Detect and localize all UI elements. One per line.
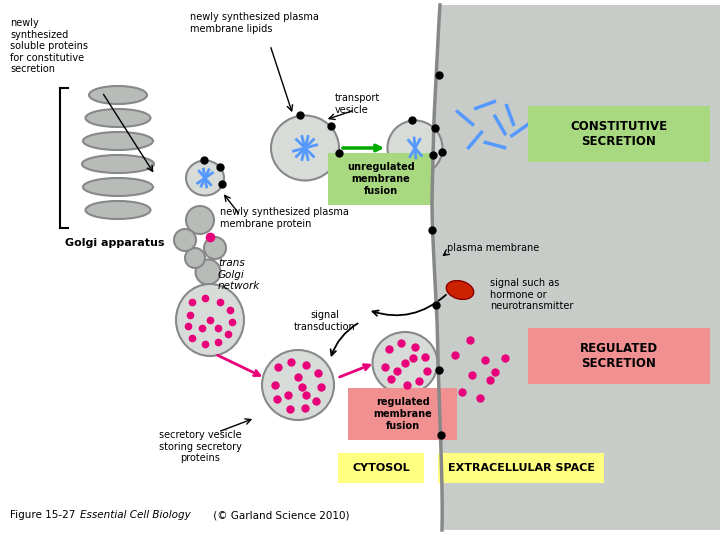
Ellipse shape [271,116,339,180]
Ellipse shape [185,248,205,268]
Text: (© Garland Science 2010): (© Garland Science 2010) [210,510,349,520]
Ellipse shape [186,160,224,195]
Ellipse shape [262,350,334,420]
FancyBboxPatch shape [338,453,424,483]
Ellipse shape [82,155,154,173]
Text: newly synthesized plasma
membrane lipids: newly synthesized plasma membrane lipids [190,12,319,33]
Ellipse shape [196,260,220,285]
Text: CYTOSOL: CYTOSOL [352,463,410,473]
Ellipse shape [83,178,153,196]
Text: signal such as
hormone or
neurotransmitter: signal such as hormone or neurotransmitt… [490,278,573,311]
Text: EXTRACELLULAR SPACE: EXTRACELLULAR SPACE [448,463,595,473]
FancyBboxPatch shape [528,328,710,384]
Text: transport
vesicle: transport vesicle [335,93,380,114]
Text: signal
transduction: signal transduction [294,310,356,332]
Text: unregulated
membrane
fusion: unregulated membrane fusion [347,163,415,195]
Text: Essential Cell Biology: Essential Cell Biology [80,510,191,520]
Ellipse shape [387,120,443,176]
Ellipse shape [372,332,438,394]
Ellipse shape [186,206,214,234]
Ellipse shape [446,281,474,299]
Text: CONSTITUTIVE
SECRETION: CONSTITUTIVE SECRETION [570,120,667,148]
Polygon shape [432,5,720,530]
Text: Golgi apparatus: Golgi apparatus [66,238,165,248]
Text: REGULATED
SECRETION: REGULATED SECRETION [580,342,658,370]
Text: trans
Golgi
network: trans Golgi network [218,258,260,291]
Text: Figure 15-27: Figure 15-27 [10,510,82,520]
Ellipse shape [176,284,244,356]
Ellipse shape [174,229,196,251]
Ellipse shape [204,237,226,259]
FancyBboxPatch shape [328,153,434,205]
Text: plasma membrane: plasma membrane [447,243,539,253]
Text: newly synthesized plasma
membrane protein: newly synthesized plasma membrane protei… [220,207,349,228]
Ellipse shape [83,132,153,150]
Text: secretory vesicle
storing secretory
proteins: secretory vesicle storing secretory prot… [158,430,241,463]
Text: regulated
membrane
fusion: regulated membrane fusion [374,397,433,430]
FancyBboxPatch shape [528,106,710,162]
FancyBboxPatch shape [348,388,457,440]
Ellipse shape [86,201,150,219]
FancyBboxPatch shape [438,453,604,483]
Text: newly
synthesized
soluble proteins
for constitutive
secretion: newly synthesized soluble proteins for c… [10,18,88,75]
Ellipse shape [86,109,150,127]
Ellipse shape [89,86,147,104]
